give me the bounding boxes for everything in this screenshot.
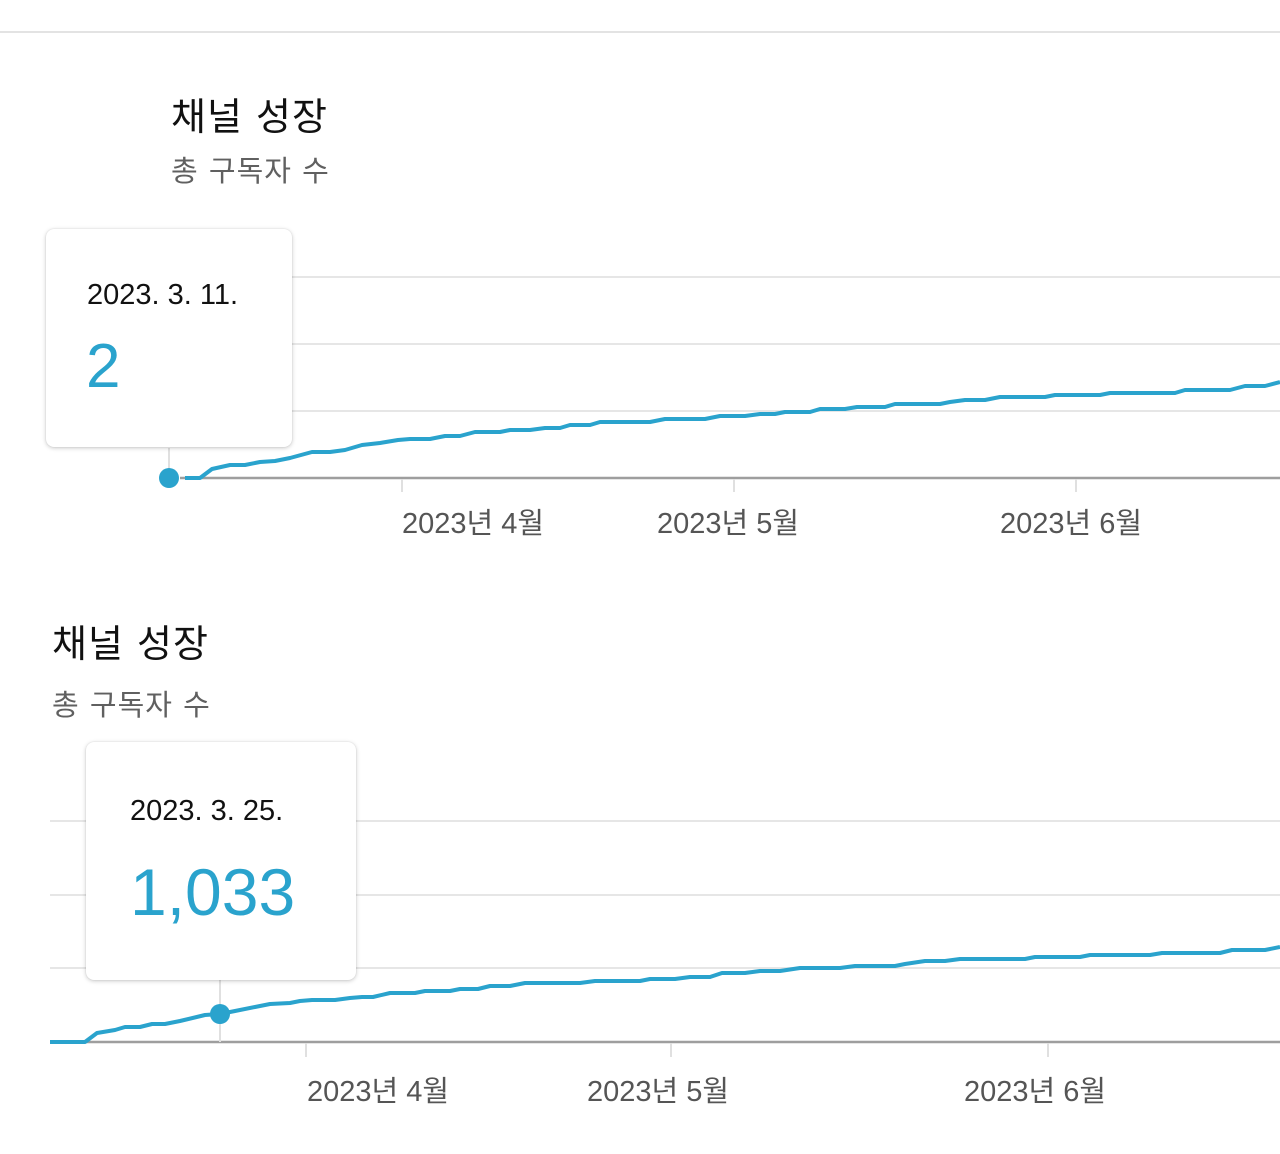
top-divider bbox=[0, 31, 1280, 33]
chart-title: 채널 성장 bbox=[171, 95, 328, 139]
tooltip-value: 2 bbox=[86, 332, 121, 401]
chart-subtitle: 총 구독자 수 bbox=[52, 688, 211, 722]
x-tick-label: 2023년 4월 bbox=[402, 508, 545, 540]
tooltip-date: 2023. 3. 25. bbox=[130, 795, 284, 827]
hover-tooltip: 2023. 3. 25. 1,033 bbox=[86, 742, 356, 980]
highlighted-point bbox=[210, 1004, 230, 1024]
tooltip-value: 1,033 bbox=[130, 855, 296, 929]
subscriber-line bbox=[185, 380, 1280, 480]
tooltip-date: 2023. 3. 11. bbox=[87, 279, 239, 311]
x-tick-label: 2023년 6월 bbox=[964, 1076, 1107, 1108]
chart-title: 채널 성장 bbox=[52, 622, 209, 666]
x-tick-label: 2023년 4월 bbox=[307, 1076, 450, 1108]
hover-tooltip: 2023. 3. 11. 2 bbox=[46, 229, 292, 447]
x-tick-label: 2023년 5월 bbox=[587, 1076, 730, 1108]
highlighted-point bbox=[159, 468, 179, 488]
x-tick-label: 2023년 5월 bbox=[657, 508, 800, 540]
line-chart-plot[interactable] bbox=[0, 0, 1280, 500]
x-tick-label: 2023년 6월 bbox=[1000, 508, 1143, 540]
chart-subtitle: 총 구독자 수 bbox=[171, 154, 330, 188]
